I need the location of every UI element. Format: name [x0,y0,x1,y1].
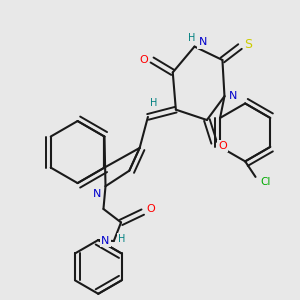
Text: N: N [229,91,237,101]
Text: O: O [140,55,148,65]
Text: S: S [244,38,252,51]
Text: N: N [93,190,101,200]
Text: N: N [101,236,110,246]
Text: O: O [147,204,155,214]
Text: H: H [150,98,157,108]
Text: O: O [218,141,227,151]
Text: Cl: Cl [261,177,271,187]
Text: H: H [188,33,195,43]
Text: N: N [199,38,207,47]
Text: H: H [118,234,126,244]
